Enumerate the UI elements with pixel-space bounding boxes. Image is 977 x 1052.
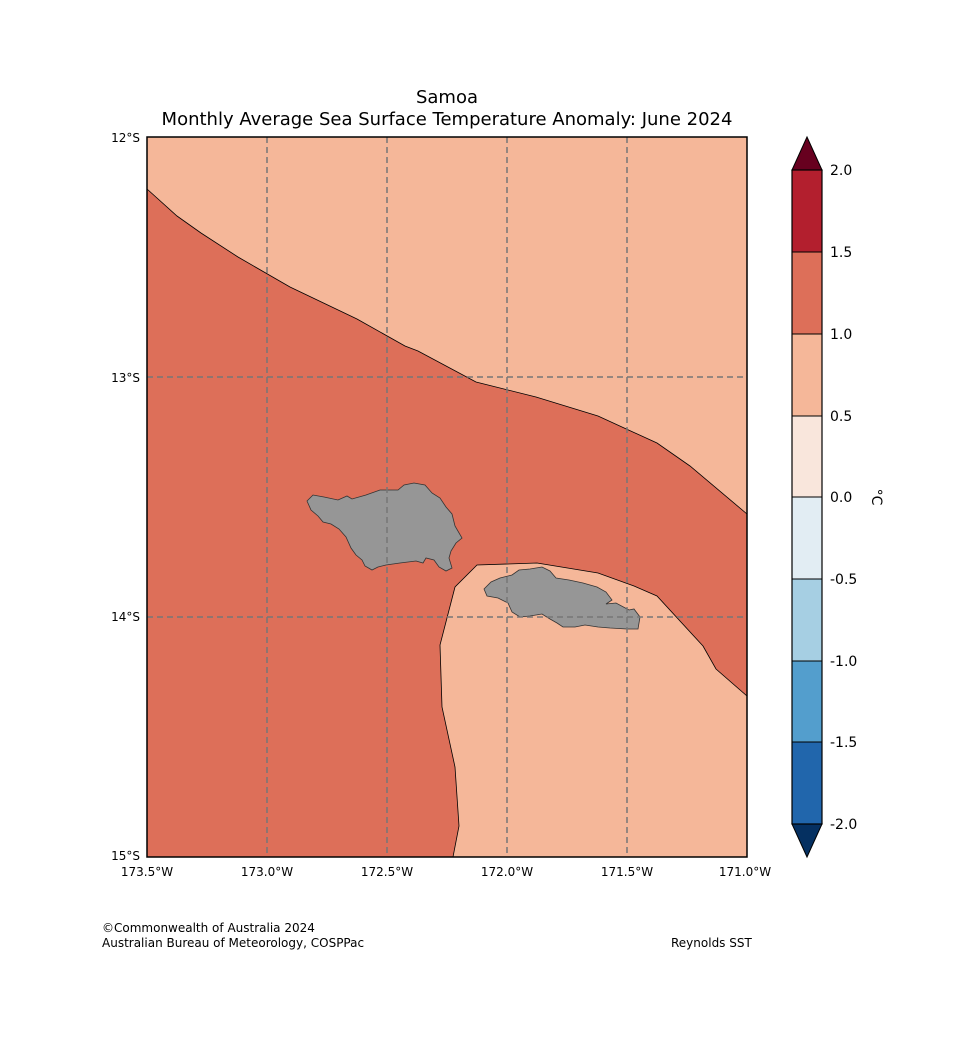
map-title: Samoa Monthly Average Sea Surface Temper… xyxy=(147,87,747,131)
y-tick-label: 13°S xyxy=(111,371,140,385)
colorbar-band xyxy=(792,661,822,742)
colorbar-under-arrow xyxy=(791,823,823,859)
colorbar-band xyxy=(792,170,822,252)
footer-credits: ©Commonwealth of Australia 2024 Australi… xyxy=(102,921,364,951)
x-tick-label: 171.5°W xyxy=(601,865,653,879)
savaii-island xyxy=(306,482,463,572)
colorbar-tick-label: 0.5 xyxy=(830,409,852,425)
x-tick-label: 172.0°W xyxy=(481,865,533,879)
colorbar-tick-label: -1.5 xyxy=(830,735,857,751)
x-tick-label: 172.5°W xyxy=(361,865,413,879)
colorbar-tick-label: -0.5 xyxy=(830,572,857,588)
agency-text: Australian Bureau of Meteorology, COSPPa… xyxy=(102,936,365,950)
colorbar-band xyxy=(792,334,822,416)
y-tick-label: 15°S xyxy=(111,849,140,863)
colorbar: 2.0 1.5 1.0 0.5 0.0 -0.5 -1.0 -1.5 -2.0 … xyxy=(791,135,884,859)
colorbar-over-arrow xyxy=(791,135,823,171)
y-axis-ticks: 12°S 13°S 14°S 15°S xyxy=(111,131,140,863)
x-tick-label: 173.5°W xyxy=(121,865,173,879)
x-axis-ticks: 173.5°W 173.0°W 172.5°W 172.0°W 171.5°W … xyxy=(121,865,771,879)
colorbar-tick-label: 1.5 xyxy=(830,245,852,261)
data-source-text: Reynolds SST xyxy=(671,936,752,950)
y-tick-label: 14°S xyxy=(111,610,140,624)
colorbar-unit-label: °C xyxy=(868,489,884,506)
title-region: Samoa xyxy=(415,87,479,108)
x-tick-label: 173.0°W xyxy=(241,865,293,879)
gridlines xyxy=(147,137,747,857)
map-frame xyxy=(146,136,748,858)
colorbar-tick-label: 0.0 xyxy=(830,490,852,506)
colorbar-band xyxy=(792,742,822,824)
colorbar-band xyxy=(792,579,822,661)
colorbar-tick-label: 2.0 xyxy=(830,163,852,179)
x-tick-label: 171.0°W xyxy=(719,865,771,879)
title-description: Monthly Average Sea Surface Temperature … xyxy=(161,109,733,130)
colorbar-band xyxy=(792,252,822,334)
colorbar-frame xyxy=(791,169,823,825)
map-panel xyxy=(146,136,748,858)
upolu-island xyxy=(483,566,641,630)
copyright-text: ©Commonwealth of Australia 2024 xyxy=(102,921,315,935)
colorbar-band xyxy=(792,416,822,497)
colorbar-tick-label: -2.0 xyxy=(830,817,857,833)
colorbar-band xyxy=(792,497,822,579)
colorbar-tick-label: -1.0 xyxy=(830,654,857,670)
y-tick-label: 12°S xyxy=(111,131,140,145)
colorbar-tick-label: 1.0 xyxy=(830,327,852,343)
